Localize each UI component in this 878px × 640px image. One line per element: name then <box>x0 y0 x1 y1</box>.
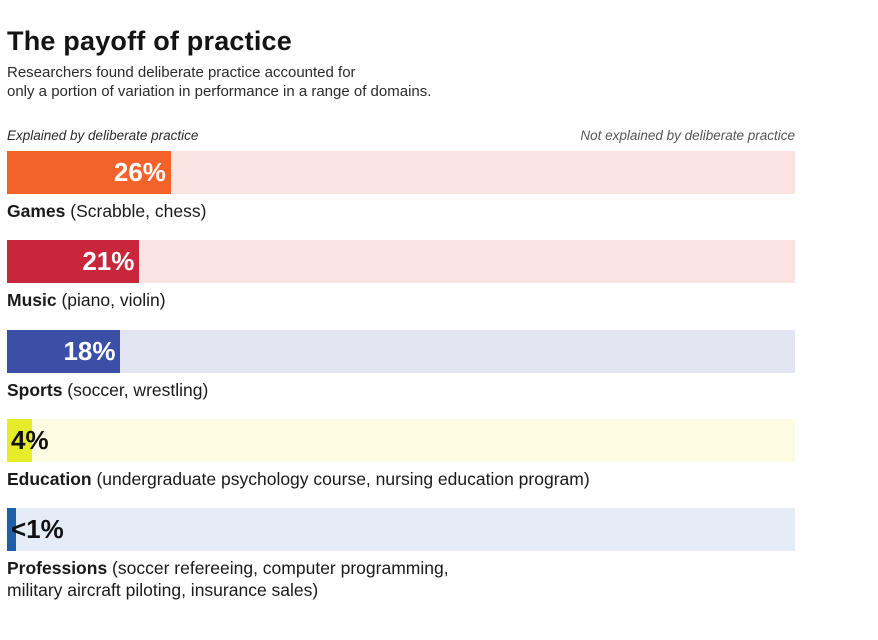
category-examples: (soccer, wrestling) <box>62 380 209 400</box>
bar-value-label-sports: 18% <box>63 336 116 366</box>
category-examples: (soccer refereeing, computer programming… <box>7 558 449 600</box>
category-name: Professions <box>7 558 108 578</box>
bar-value-label-professions: <1% <box>11 514 64 544</box>
bar-explained-education <box>7 419 33 462</box>
category-name: Sports <box>7 380 63 400</box>
bar-track-music: 21% <box>7 240 795 283</box>
bar-track-sports: 18% <box>7 330 795 373</box>
bar-explained-professions <box>7 508 16 551</box>
legend-not-explained: Not explained by deliberate practice <box>580 128 795 143</box>
category-examples: (piano, violin) <box>56 290 166 310</box>
chart-title: The payoff of practice <box>7 26 292 56</box>
category-examples: (undergraduate psychology course, nursin… <box>91 469 590 489</box>
category-label-education: Education (undergraduate psychology cour… <box>7 468 590 490</box>
chart-subtitle: Researchers found deliberate practice ac… <box>7 64 432 100</box>
bar-track-professions: <1% <box>7 508 795 551</box>
bar-value-label-education: 4% <box>11 425 49 455</box>
category-name: Music <box>7 290 57 310</box>
bar-track-games: 26% <box>7 151 795 194</box>
category-label-games: Games (Scrabble, chess) <box>7 200 206 222</box>
bar-track-education: 4% <box>7 419 795 462</box>
category-label-music: Music (piano, violin) <box>7 289 166 311</box>
category-label-sports: Sports (soccer, wrestling) <box>7 379 208 401</box>
bar-explained-games <box>7 151 171 194</box>
bar-value-label-games: 26% <box>113 157 166 187</box>
bar-value-label-music: 21% <box>82 246 135 276</box>
category-label-professions: Professions (soccer refereeing, computer… <box>7 557 449 601</box>
category-name: Education <box>7 469 92 489</box>
category-examples: (Scrabble, chess) <box>65 201 207 221</box>
bar-explained-music <box>7 240 140 283</box>
category-name: Games <box>7 201 66 221</box>
bar-explained-sports <box>7 330 121 373</box>
legend-explained: Explained by deliberate practice <box>7 128 199 143</box>
